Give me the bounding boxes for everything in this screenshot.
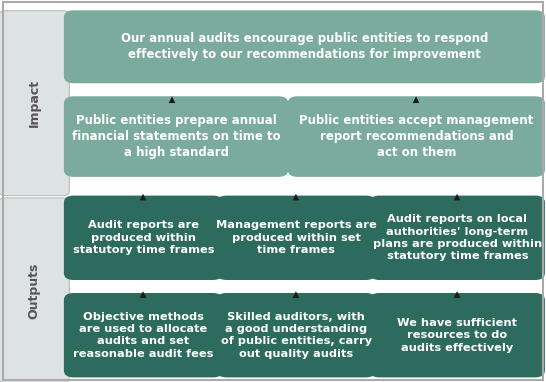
Text: Skilled auditors, with
a good understanding
of public entities, carry
out qualit: Skilled auditors, with a good understand…	[221, 312, 372, 359]
Text: Objective methods
are used to allocate
audits and set
reasonable audit fees: Objective methods are used to allocate a…	[73, 312, 213, 359]
FancyBboxPatch shape	[370, 293, 545, 377]
Text: We have sufficient
resources to do
audits effectively: We have sufficient resources to do audit…	[397, 318, 517, 353]
Text: Public entities accept management
report recommendations and
act on them: Public entities accept management report…	[299, 114, 533, 159]
FancyBboxPatch shape	[64, 196, 223, 280]
Text: Audit reports on local
authorities' long-term
plans are produced within
statutor: Audit reports on local authorities' long…	[373, 214, 542, 261]
FancyBboxPatch shape	[370, 196, 545, 280]
Text: Outputs: Outputs	[28, 262, 40, 319]
FancyBboxPatch shape	[64, 293, 223, 377]
FancyBboxPatch shape	[0, 198, 69, 382]
FancyBboxPatch shape	[64, 96, 288, 177]
Text: Public entities prepare annual
financial statements on time to
a high standard: Public entities prepare annual financial…	[72, 114, 281, 159]
FancyBboxPatch shape	[64, 10, 545, 83]
FancyBboxPatch shape	[217, 196, 376, 280]
Text: Impact: Impact	[28, 79, 40, 127]
FancyBboxPatch shape	[0, 11, 69, 196]
FancyBboxPatch shape	[217, 293, 376, 377]
Text: Audit reports are
produced within
statutory time frames: Audit reports are produced within statut…	[73, 220, 214, 255]
FancyBboxPatch shape	[288, 96, 545, 177]
Text: Management reports are
produced within set
time frames: Management reports are produced within s…	[216, 220, 377, 255]
Text: Our annual audits encourage public entities to respond
effectively to our recomm: Our annual audits encourage public entit…	[121, 32, 488, 61]
